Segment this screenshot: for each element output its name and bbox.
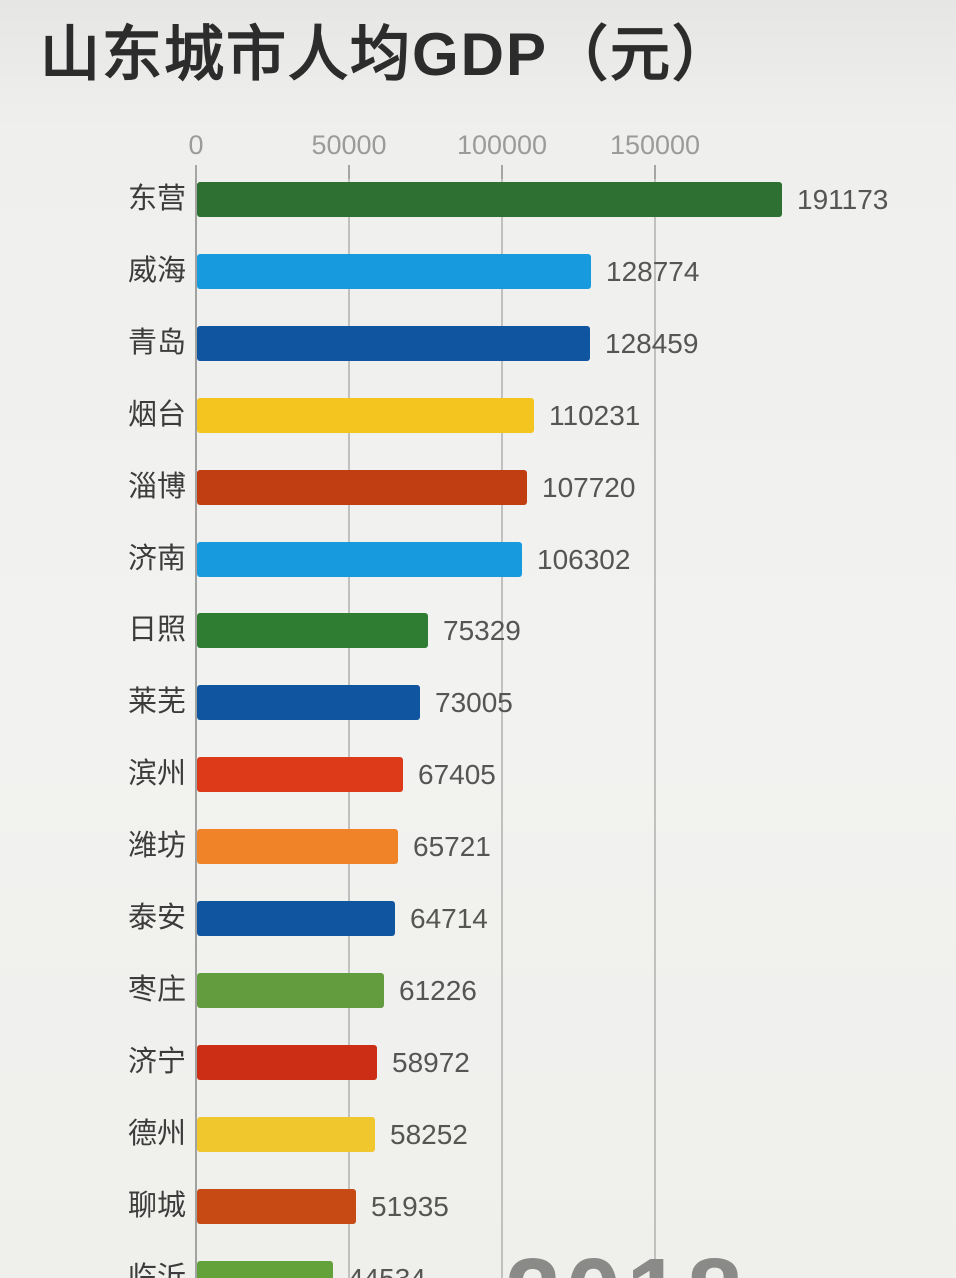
value-label: 128774 xyxy=(606,255,700,287)
value-label: 106302 xyxy=(537,543,631,575)
category-label: 滨州 xyxy=(127,758,186,791)
value-label: 110231 xyxy=(549,399,641,431)
bar xyxy=(197,1260,333,1278)
category-label: 莱芜 xyxy=(127,686,186,719)
value-label: 191173 xyxy=(797,184,889,215)
gridline xyxy=(501,178,503,1278)
value-label: 128459 xyxy=(605,327,699,359)
value-label: 58252 xyxy=(390,1118,468,1150)
bar xyxy=(197,253,591,289)
value-label: 44534 xyxy=(348,1262,426,1278)
chart-title: 山东城市人均GDP（元） xyxy=(40,21,735,88)
value-label: 61226 xyxy=(399,974,477,1006)
bar xyxy=(197,541,522,577)
year-watermark: 2018 xyxy=(505,1244,747,1278)
gridline xyxy=(654,178,656,1278)
value-label: 73005 xyxy=(435,687,513,719)
value-label: 65721 xyxy=(413,831,491,863)
category-label: 德州 xyxy=(127,1117,186,1150)
bar xyxy=(197,972,384,1008)
bar xyxy=(197,613,428,649)
bar xyxy=(197,1188,356,1224)
bar xyxy=(197,469,527,505)
bar xyxy=(197,685,420,721)
category-label: 东营 xyxy=(127,183,186,215)
bar xyxy=(197,1044,377,1080)
gridline xyxy=(348,178,350,1278)
bar xyxy=(197,397,534,433)
category-label: 枣庄 xyxy=(127,973,186,1006)
gridline xyxy=(195,178,197,1278)
category-label: 泰安 xyxy=(127,902,186,934)
bar xyxy=(197,325,590,361)
x-tick-label: 50000 xyxy=(311,130,387,160)
bar xyxy=(197,182,782,217)
category-label: 济宁 xyxy=(127,1045,186,1078)
x-tick-mark xyxy=(348,165,350,179)
bar xyxy=(197,901,395,936)
x-tick-label: 150000 xyxy=(609,130,701,160)
x-tick-mark xyxy=(501,165,503,179)
x-tick-mark xyxy=(195,165,197,179)
value-label: 64714 xyxy=(410,903,488,934)
value-label: 107720 xyxy=(542,471,636,503)
category-label: 聊城 xyxy=(127,1189,186,1222)
category-label: 青岛 xyxy=(127,326,186,359)
value-label: 75329 xyxy=(443,615,521,647)
category-label: 烟台 xyxy=(127,398,186,431)
x-tick-mark xyxy=(654,165,656,179)
category-label: 临沂 xyxy=(127,1261,186,1278)
value-label: 58972 xyxy=(392,1046,470,1078)
category-label: 淄博 xyxy=(127,470,186,503)
bar xyxy=(197,1116,375,1152)
x-tick-label: 0 xyxy=(188,130,204,160)
value-label: 67405 xyxy=(418,759,496,791)
bar xyxy=(197,829,398,865)
category-label: 日照 xyxy=(127,614,186,647)
category-label: 潍坊 xyxy=(127,830,186,863)
value-label: 51935 xyxy=(371,1190,449,1222)
category-label: 威海 xyxy=(127,254,186,287)
x-tick-label: 100000 xyxy=(456,130,548,160)
bar xyxy=(197,757,403,793)
category-label: 济南 xyxy=(127,542,186,575)
